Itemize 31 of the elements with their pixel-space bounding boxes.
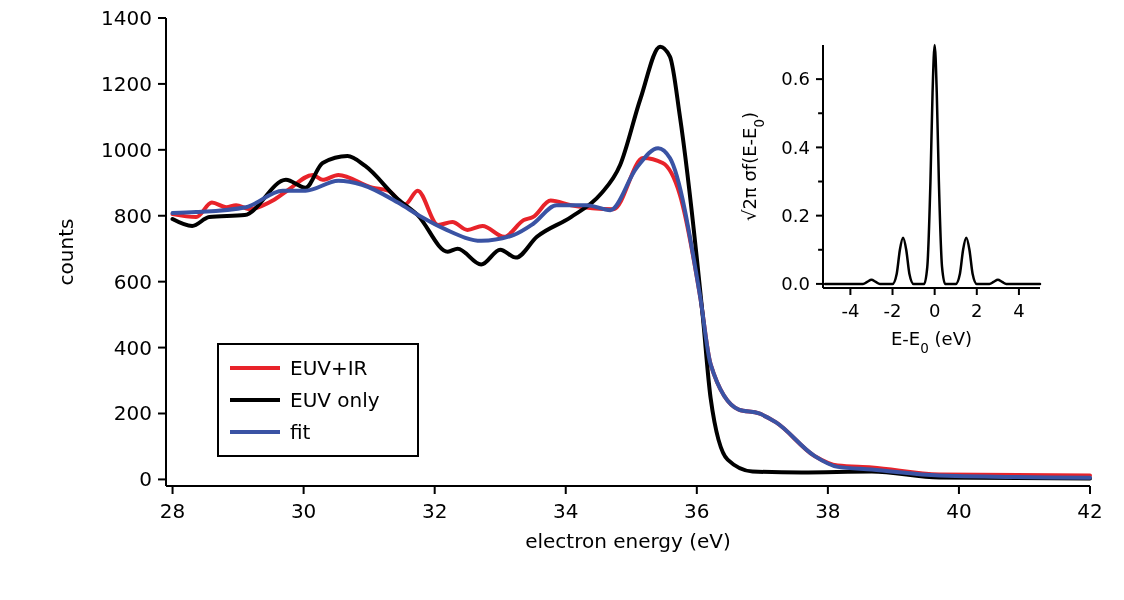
x-axis-title: electron energy (eV) [525,529,731,553]
y-tick-label: 600 [113,269,152,294]
x-axis-title: E-E$_{0}$ (eV) [891,328,972,356]
legend-label: EUV only [290,388,380,412]
y-tick-label: 400 [113,335,152,360]
x-tick-label: 30 [290,499,317,523]
y-tick-label: 0.0 [781,273,810,295]
y-axis-title: counts [54,218,78,286]
x-tick-label: 36 [684,499,710,523]
y-tick-label: 0 [139,467,152,492]
x-tick-label: 34 [553,499,579,523]
x-tick-label: -4 [841,300,860,321]
x-tick-label: 2 [971,300,983,321]
x-tick-label: 42 [1077,499,1103,523]
y-tick-label: 0.2 [781,204,810,226]
legend-label: EUV+IR [290,356,368,380]
legend-label: fit [290,420,311,444]
x-tick-label: 4 [1013,300,1025,321]
y-tick-label: 1200 [101,71,152,96]
y-tick-label: 1400 [101,6,152,30]
x-tick-label: 38 [815,499,841,523]
x-tick-label: -2 [883,300,902,321]
x-tick-label: 32 [421,499,448,523]
y-tick-label: 800 [113,203,152,228]
y-tick-label: 0.4 [781,136,810,158]
x-tick-label: 28 [159,499,186,523]
x-tick-label: 40 [946,499,972,523]
x-tick-label: 0 [928,300,941,321]
y-tick-label: 1000 [101,137,152,162]
y-tick-label: 200 [113,401,152,426]
y-tick-label: 0.6 [781,68,810,90]
